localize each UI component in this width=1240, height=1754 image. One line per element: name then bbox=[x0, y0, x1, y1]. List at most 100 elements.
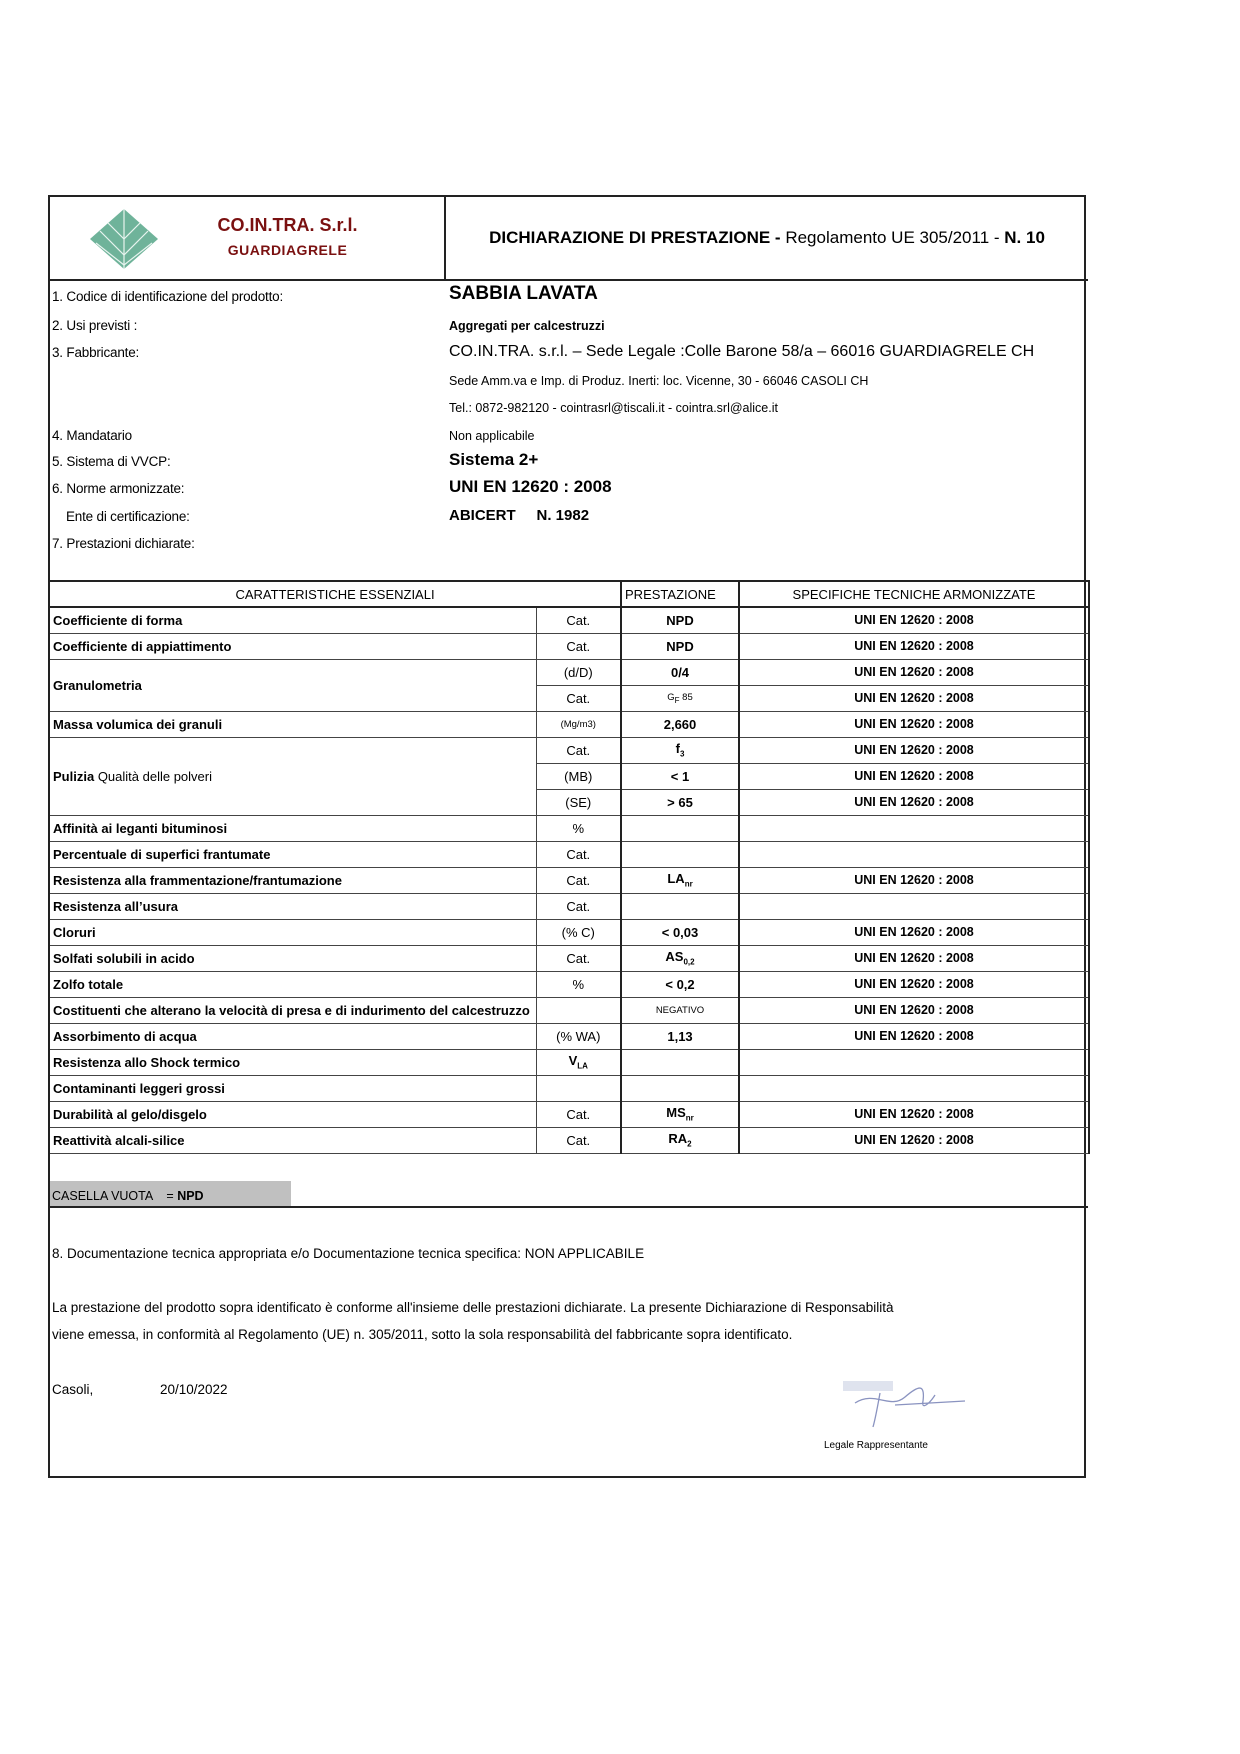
specification-cell: UNI EN 12620 : 2008 bbox=[738, 918, 1091, 946]
specification-cell bbox=[738, 840, 1091, 868]
authorized-rep: Non applicabile bbox=[449, 429, 535, 443]
specification-cell-text: UNI EN 12620 : 2008 bbox=[854, 1133, 974, 1147]
place: Casoli, bbox=[52, 1382, 94, 1397]
performance-table: CARATTERISTICHE ESSENZIALI PRESTAZIONE S… bbox=[47, 580, 1091, 1154]
unit-cell-text: Cat. bbox=[566, 742, 591, 758]
performance-cell bbox=[620, 840, 741, 868]
specification-cell bbox=[738, 1048, 1091, 1076]
performance-cell: MSnr bbox=[620, 1100, 741, 1128]
unit-cell: (d/D) bbox=[535, 658, 622, 686]
specification-cell: UNI EN 12620 : 2008 bbox=[738, 710, 1091, 738]
performance-cell-subscript: 0,2 bbox=[683, 957, 695, 967]
signature-role: Legale Rappresentante bbox=[824, 1440, 928, 1451]
document-title: DICHIARAZIONE DI PRESTAZIONE - Regolamen… bbox=[447, 228, 1087, 248]
unit-cell: (MB) bbox=[535, 762, 622, 790]
performance-cell-text: < 1 bbox=[670, 768, 690, 784]
unit-cell: Cat. bbox=[535, 866, 622, 894]
characteristic-name: Resistenza all’usura bbox=[48, 892, 537, 920]
label-manufacturer: 3. Fabbricante: bbox=[52, 345, 140, 360]
performance-cell: < 0,03 bbox=[620, 918, 741, 946]
label-declared-performance: 7. Prestazioni dichiarate: bbox=[52, 536, 195, 551]
characteristic-name: Coefficiente di forma bbox=[48, 606, 537, 634]
table-row: (MB) < 1 UNI EN 12620 : 2008 bbox=[49, 762, 1091, 790]
unit-cell-text: (SE) bbox=[565, 794, 592, 810]
characteristic-label: Percentuale di superfici frantumate bbox=[53, 846, 271, 862]
performance-cell bbox=[620, 1048, 741, 1076]
performance-cell: NEGATIVO bbox=[620, 996, 741, 1024]
performance-cell: f3 bbox=[620, 736, 741, 764]
label-avcp-system: 5. Sistema di VVCP: bbox=[52, 454, 171, 469]
specification-cell bbox=[738, 814, 1091, 842]
product-name: SABBIA LAVATA bbox=[449, 283, 598, 304]
specification-cell-text: UNI EN 12620 : 2008 bbox=[854, 977, 974, 991]
specification-cell: UNI EN 12620 : 2008 bbox=[738, 996, 1091, 1024]
unit-cell: (SE) bbox=[535, 788, 622, 816]
performance-cell-text: > 65 bbox=[667, 794, 693, 810]
manufacturer-plant: Sede Amm.va e Imp. di Produz. Inerti: lo… bbox=[449, 374, 869, 388]
performance-cell-text: NPD bbox=[666, 638, 694, 654]
performance-cell-text: MS bbox=[666, 1105, 686, 1121]
characteristic-name: Affinità ai leganti bituminosi bbox=[48, 814, 537, 842]
unit-cell-text: Cat. bbox=[566, 1106, 591, 1122]
characteristic-label: Resistenza allo Shock termico bbox=[53, 1054, 241, 1070]
table-row: Contaminanti leggeri grossi bbox=[48, 1074, 1091, 1102]
specification-cell-text: UNI EN 12620 : 2008 bbox=[854, 951, 974, 965]
characteristic-label: Resistenza alla frammentazione/frantumaz… bbox=[53, 872, 342, 888]
characteristic-name: Costituenti che alterano la velocità di … bbox=[48, 996, 537, 1024]
performance-cell: 0/4 bbox=[620, 658, 741, 686]
unit-cell-text: Cat. bbox=[566, 638, 591, 654]
unit-cell-text: Cat. bbox=[566, 1132, 591, 1148]
unit-cell-text: (Mg/m3) bbox=[560, 718, 596, 730]
characteristic-name: Coefficiente di appiattimento bbox=[48, 632, 537, 660]
performance-cell: < 1 bbox=[620, 762, 741, 790]
performance-cell-subscript: 2 bbox=[687, 1139, 692, 1149]
characteristic-name: Resistenza alla frammentazione/frantumaz… bbox=[48, 866, 537, 894]
unit-cell bbox=[535, 996, 622, 1024]
label-product-code: 1. Codice di identificazione del prodott… bbox=[52, 289, 284, 304]
performance-cell-text: NEGATIVO bbox=[655, 1004, 705, 1016]
characteristic-label: Assorbimento di acqua bbox=[53, 1028, 197, 1044]
specification-cell: UNI EN 12620 : 2008 bbox=[738, 658, 1091, 686]
performance-cell-text: < 0,2 bbox=[665, 976, 695, 992]
company-block: CO.IN.TRA. S.r.l. GUARDIAGRELE bbox=[200, 215, 375, 258]
performance-cell-subscript: 3 bbox=[679, 749, 685, 759]
table-row: Affinità ai leganti bituminosi% bbox=[48, 814, 1091, 842]
unit-cell-text: Cat. bbox=[566, 846, 591, 862]
characteristic-name: Resistenza allo Shock termico bbox=[48, 1048, 537, 1076]
characteristic-name: Pulizia Qualità delle polveri bbox=[48, 736, 537, 816]
table-row: Coefficiente di appiattimento Cat. NPD UNI … bbox=[48, 632, 1091, 660]
header-characteristics: CARATTERISTICHE ESSENZIALI bbox=[47, 580, 622, 608]
characteristic-name: Reattività alcali-silice bbox=[48, 1126, 537, 1154]
performance-cell-subscript: nr bbox=[684, 879, 693, 889]
title-regulation: Regolamento UE 305/2011 - bbox=[785, 228, 1000, 247]
performance-cell-text: < 0,03 bbox=[661, 924, 699, 940]
specification-cell-text: UNI EN 12620 : 2008 bbox=[854, 795, 974, 809]
unit-cell-text: (d/D) bbox=[563, 664, 593, 680]
characteristic-label: Resistenza all’usura bbox=[53, 898, 178, 914]
specification-cell: UNI EN 12620 : 2008 bbox=[738, 762, 1091, 790]
performance-cell: AS0,2 bbox=[620, 944, 741, 972]
specification-cell: UNI EN 12620 : 2008 bbox=[738, 944, 1091, 972]
intended-use: Aggregati per calcestruzzi bbox=[449, 319, 605, 333]
performance-cell bbox=[620, 1074, 741, 1102]
performance-cell-text: G bbox=[667, 691, 675, 703]
specification-cell bbox=[738, 1074, 1091, 1102]
performance-cell bbox=[620, 814, 741, 842]
specification-cell-text: UNI EN 12620 : 2008 bbox=[854, 717, 974, 731]
label-certification-body: Ente di certificazione: bbox=[66, 509, 190, 524]
unit-cell: Cat. bbox=[535, 632, 622, 660]
unit-cell: (% WA) bbox=[535, 1022, 622, 1050]
specification-cell-text: UNI EN 12620 : 2008 bbox=[854, 925, 974, 939]
characteristic-label: Durabilità al gelo/disgelo bbox=[53, 1106, 207, 1122]
label-standards: 6. Norme armonizzate: bbox=[52, 481, 185, 496]
performance-cell: LAnr bbox=[620, 866, 741, 894]
performance-cell: > 65 bbox=[620, 788, 741, 816]
specification-cell: UNI EN 12620 : 2008 bbox=[738, 788, 1091, 816]
characteristic-name: Contaminanti leggeri grossi bbox=[48, 1074, 537, 1102]
certification-body: ABICERT N. 1982 bbox=[449, 507, 590, 524]
table-row: Resistenza alla frammentazione/frantumaz… bbox=[48, 866, 1091, 894]
table-header-row: CARATTERISTICHE ESSENZIALI PRESTAZIONE S… bbox=[47, 580, 1091, 608]
table-row: Massa volumica dei granuli (Mg/m3) 2,660 UN… bbox=[48, 710, 1091, 738]
performance-cell: 1,13 bbox=[620, 1022, 741, 1050]
unit-cell: % bbox=[535, 970, 622, 998]
